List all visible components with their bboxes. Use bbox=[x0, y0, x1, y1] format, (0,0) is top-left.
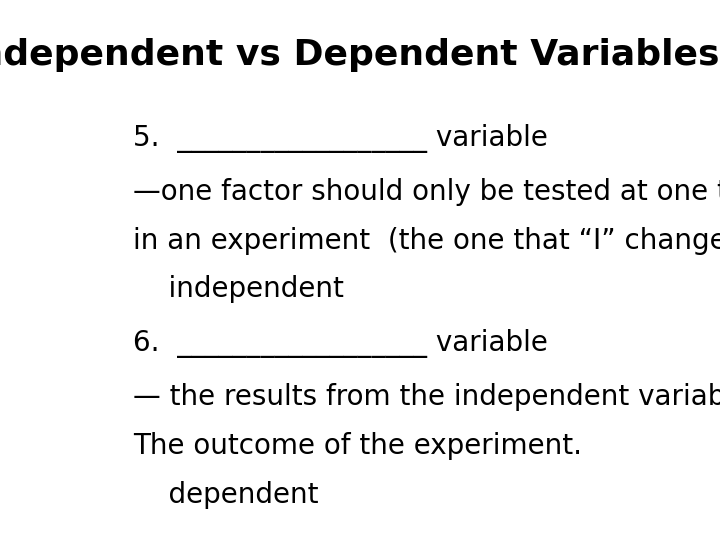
Text: —one factor should only be tested at one time: —one factor should only be tested at one… bbox=[132, 178, 720, 206]
Text: 5.  __________________ variable: 5. __________________ variable bbox=[132, 124, 548, 153]
Text: — the results from the independent variable or: — the results from the independent varia… bbox=[132, 383, 720, 411]
Text: The outcome of the experiment.: The outcome of the experiment. bbox=[132, 432, 582, 460]
Text: 6.  __________________ variable: 6. __________________ variable bbox=[132, 329, 548, 359]
Text: dependent: dependent bbox=[132, 481, 318, 509]
Text: Independent vs Dependent Variables: Independent vs Dependent Variables bbox=[0, 38, 719, 72]
Text: independent: independent bbox=[132, 275, 343, 303]
Text: in an experiment  (the one that “I” change): in an experiment (the one that “I” chang… bbox=[132, 227, 720, 255]
